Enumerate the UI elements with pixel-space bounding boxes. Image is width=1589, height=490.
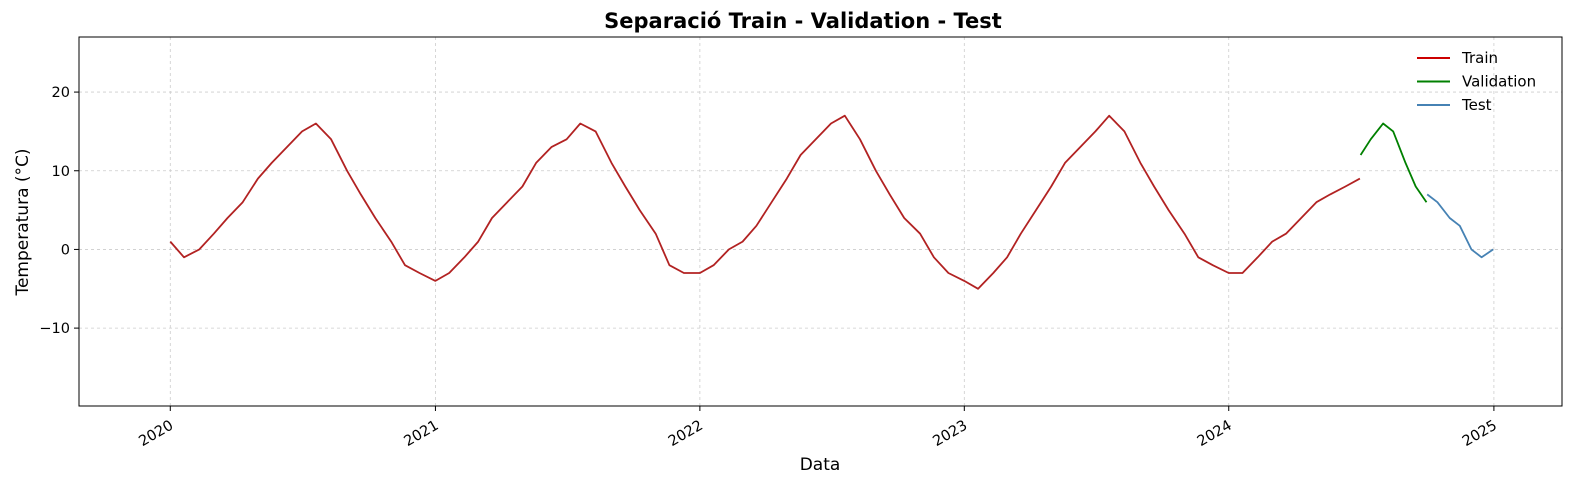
legend-label-train: Train	[1461, 49, 1498, 67]
axis-ticks: 2020 2021 2022 2023 2024 2025 −10 0 10 20	[39, 85, 1500, 450]
x-tick-label: 2025	[1460, 418, 1500, 450]
y-tick-label: 0	[61, 242, 70, 258]
y-tick-label: 10	[52, 164, 70, 180]
series-line-validation	[1359, 122, 1428, 203]
plot-frame	[78, 36, 1563, 407]
grid	[79, 37, 1562, 406]
legend: Train Validation Test	[1417, 49, 1536, 114]
x-tick-label: 2023	[930, 418, 970, 450]
x-axis-label: Data	[800, 455, 841, 475]
y-tick-label: −10	[39, 321, 70, 337]
y-tick-label: 20	[52, 85, 70, 101]
x-tick-label: 2024	[1195, 418, 1235, 450]
legend-label-test: Test	[1461, 96, 1492, 114]
x-tick-label: 2021	[401, 418, 441, 450]
x-tick-label: 2022	[666, 418, 706, 450]
series-lines	[169, 114, 1494, 290]
series-line-train	[169, 114, 1361, 290]
chart-title: Separació Train - Validation - Test	[604, 9, 1002, 33]
legend-label-validation: Validation	[1462, 73, 1536, 91]
y-axis-label: Temperatura (°C)	[13, 148, 33, 296]
x-tick-label: 2020	[136, 418, 176, 450]
series-line-test	[1426, 193, 1494, 259]
